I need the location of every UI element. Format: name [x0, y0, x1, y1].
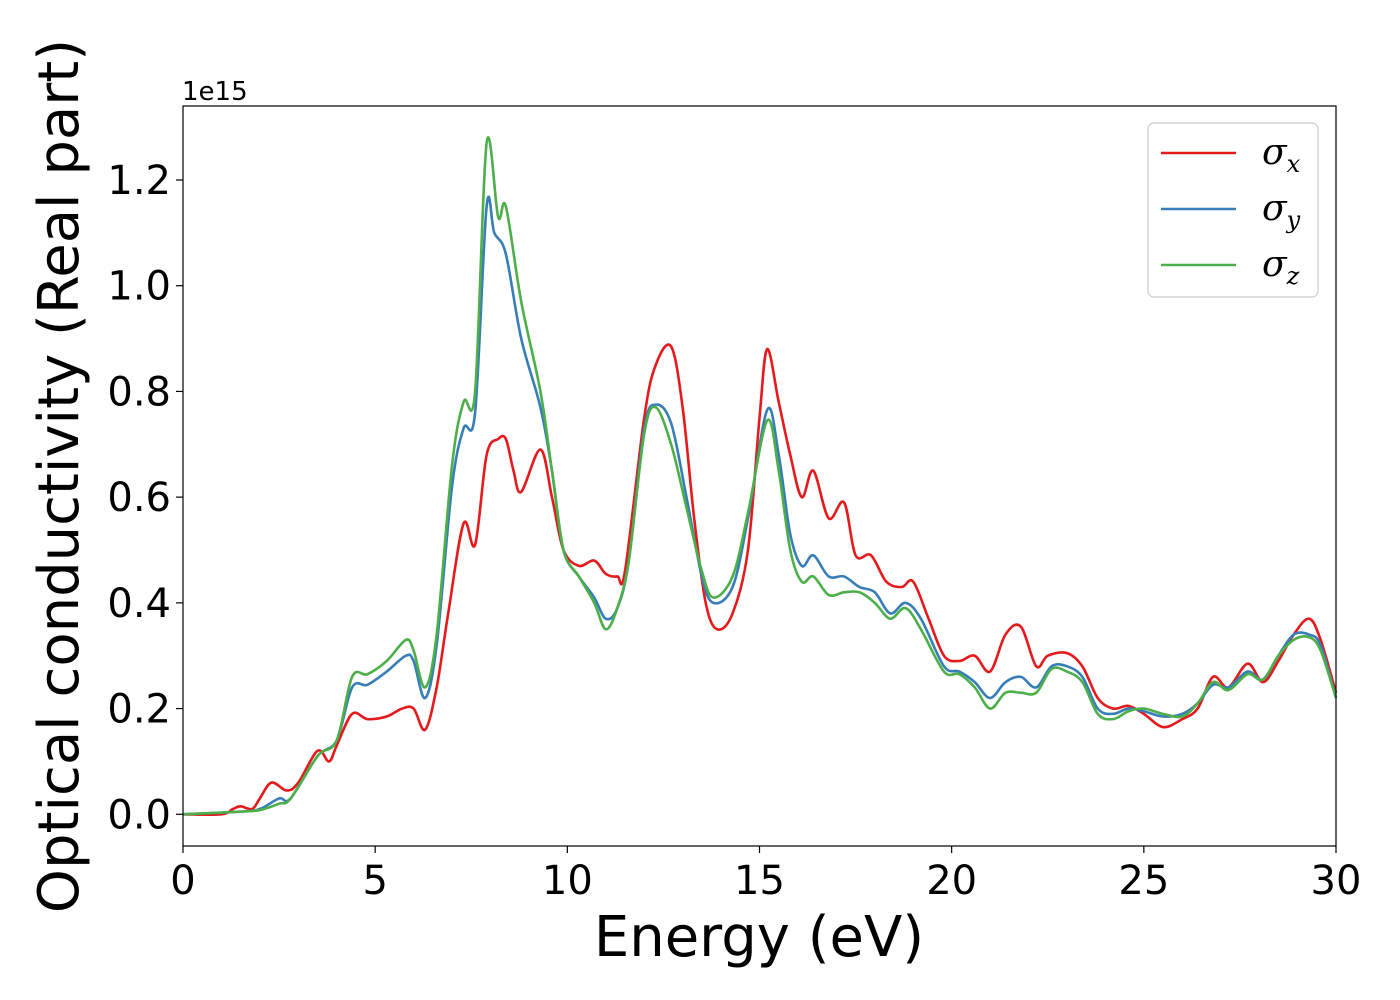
y-tick-label: 0.6 [107, 475, 171, 521]
y-offset-label: 1e15 [182, 77, 248, 107]
x-tick-label: 5 [362, 858, 387, 904]
x-axis-title: Energy (eV) [594, 905, 924, 970]
y-tick-label: 0.8 [107, 369, 171, 415]
x-axis-ticks: 0 5 10 15 20 25 30 [170, 846, 1361, 904]
plot-background [183, 106, 1336, 846]
x-tick-label: 15 [734, 858, 785, 904]
x-tick-label: 0 [170, 858, 195, 904]
x-tick-label: 20 [926, 858, 977, 904]
series-line-x [182, 343, 1338, 816]
y-tick-label: 0.4 [107, 581, 171, 627]
x-tick-label: 30 [1311, 858, 1362, 904]
x-tick-label: 25 [1118, 858, 1169, 904]
y-axis-ticks: 0.0 0.2 0.4 0.6 0.8 1.0 1.2 [107, 158, 183, 838]
y-tick-label: 1.0 [107, 264, 171, 310]
series-lines [182, 136, 1338, 816]
x-tick-label: 10 [542, 858, 593, 904]
y-tick-label: 0.0 [107, 792, 171, 838]
y-tick-label: 0.2 [107, 687, 171, 733]
y-axis-title: Optical conductivity (Real part) [27, 39, 92, 913]
y-tick-label: 1.2 [107, 158, 171, 204]
series-line-z [182, 136, 1338, 816]
